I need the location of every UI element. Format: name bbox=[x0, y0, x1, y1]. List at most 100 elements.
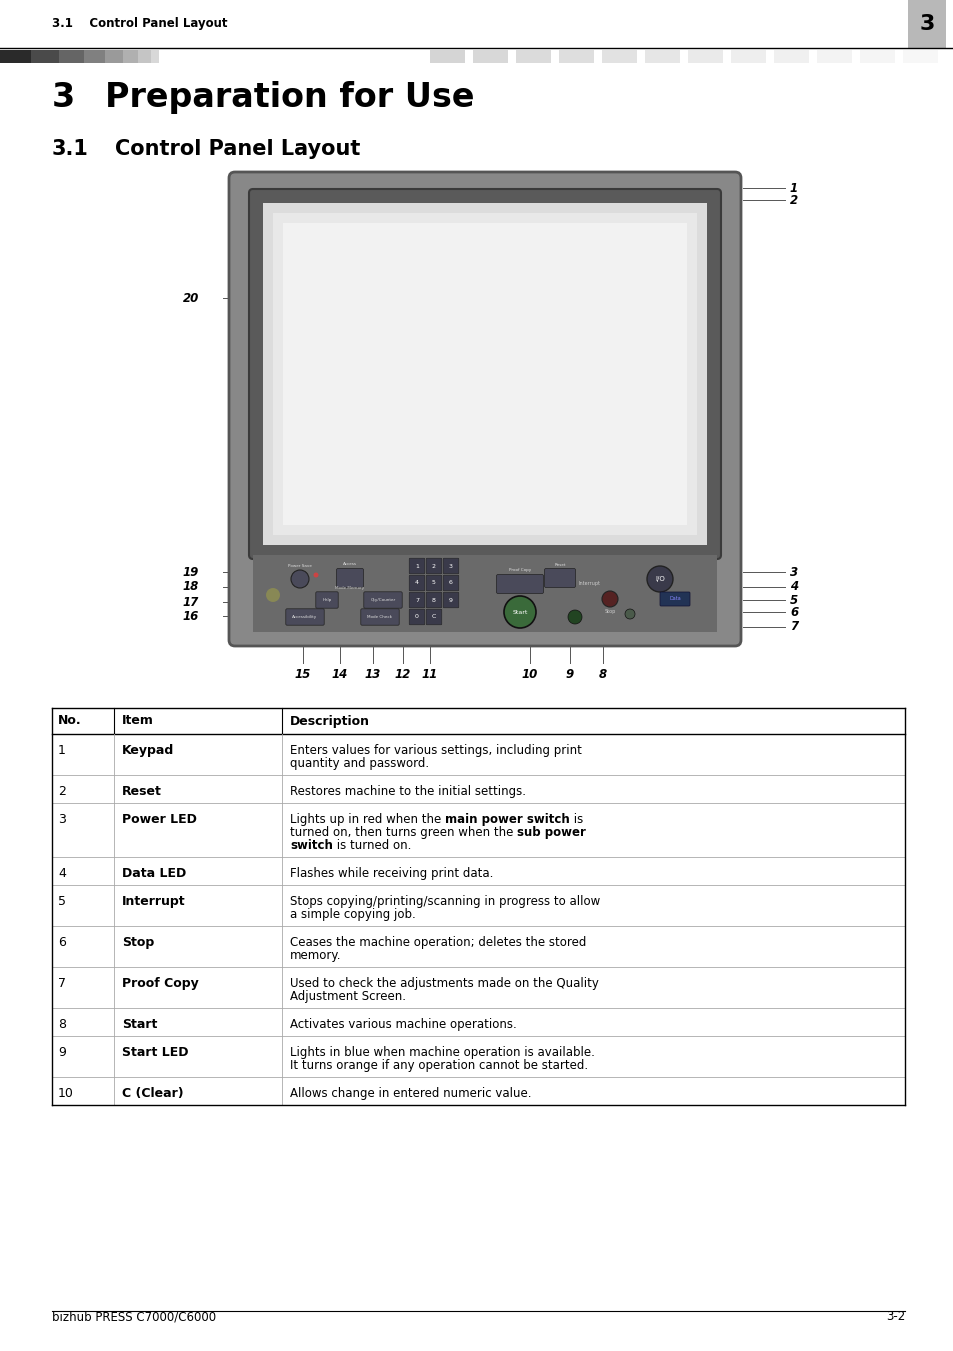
Text: Adjustment Screen.: Adjustment Screen. bbox=[290, 990, 406, 1002]
Circle shape bbox=[646, 566, 672, 592]
Text: Flashes while receiving print data.: Flashes while receiving print data. bbox=[290, 867, 493, 880]
Bar bbox=[135, 50, 138, 63]
Text: 3.1: 3.1 bbox=[52, 139, 89, 159]
Bar bbox=[59, 50, 81, 63]
FancyBboxPatch shape bbox=[363, 592, 402, 608]
Bar bbox=[30, 50, 56, 63]
Text: 7: 7 bbox=[58, 977, 66, 990]
Text: Mode Check: Mode Check bbox=[367, 615, 392, 619]
Text: C (Clear): C (Clear) bbox=[122, 1088, 183, 1100]
Text: 3: 3 bbox=[449, 563, 453, 569]
Bar bbox=[283, 223, 686, 526]
Text: 3: 3 bbox=[58, 813, 66, 825]
FancyBboxPatch shape bbox=[409, 558, 424, 574]
Text: 4: 4 bbox=[58, 867, 66, 880]
Text: memory.: memory. bbox=[290, 948, 341, 962]
Text: Used to check the adjustments made on the Quality: Used to check the adjustments made on th… bbox=[290, 977, 598, 990]
FancyBboxPatch shape bbox=[360, 609, 398, 626]
Bar bbox=[120, 50, 123, 63]
Text: 19: 19 bbox=[183, 566, 199, 578]
Text: Reset: Reset bbox=[122, 785, 162, 798]
FancyBboxPatch shape bbox=[443, 558, 458, 574]
Text: 2: 2 bbox=[58, 785, 66, 798]
Bar bbox=[601, 50, 637, 63]
Text: Control Panel Layout: Control Panel Layout bbox=[115, 139, 360, 159]
Text: Stop: Stop bbox=[122, 936, 154, 948]
FancyBboxPatch shape bbox=[426, 576, 441, 590]
Text: Ceases the machine operation; deletes the stored: Ceases the machine operation; deletes th… bbox=[290, 936, 586, 948]
Text: 2: 2 bbox=[432, 563, 436, 569]
FancyBboxPatch shape bbox=[443, 592, 458, 608]
FancyBboxPatch shape bbox=[443, 576, 458, 590]
Text: Power LED: Power LED bbox=[122, 813, 196, 825]
Text: C: C bbox=[432, 615, 436, 620]
Text: Help: Help bbox=[322, 598, 332, 603]
Text: 16: 16 bbox=[183, 609, 199, 623]
Text: I/O: I/O bbox=[655, 576, 664, 582]
Bar bbox=[907, 0, 945, 49]
FancyBboxPatch shape bbox=[336, 569, 363, 588]
Text: Interrupt: Interrupt bbox=[578, 581, 600, 586]
Text: 7: 7 bbox=[415, 597, 418, 603]
FancyBboxPatch shape bbox=[544, 569, 575, 588]
FancyBboxPatch shape bbox=[426, 592, 441, 608]
Bar bbox=[56, 50, 59, 63]
Text: Activates various machine operations.: Activates various machine operations. bbox=[290, 1019, 517, 1031]
FancyBboxPatch shape bbox=[249, 189, 720, 559]
Text: 6: 6 bbox=[58, 936, 66, 948]
Text: 5: 5 bbox=[58, 894, 66, 908]
Text: a simple copying job.: a simple copying job. bbox=[290, 908, 416, 921]
Text: 12: 12 bbox=[395, 669, 411, 681]
Bar bbox=[81, 50, 84, 63]
Bar bbox=[773, 50, 808, 63]
Text: switch: switch bbox=[290, 839, 333, 852]
Bar bbox=[253, 555, 717, 561]
Bar bbox=[516, 50, 551, 63]
Text: Access: Access bbox=[343, 562, 356, 566]
Text: Stop: Stop bbox=[604, 608, 615, 613]
Bar bbox=[138, 50, 148, 63]
Text: 2: 2 bbox=[789, 193, 798, 207]
FancyBboxPatch shape bbox=[409, 592, 424, 608]
Text: turned on, then turns green when the: turned on, then turns green when the bbox=[290, 825, 517, 839]
Text: 8: 8 bbox=[598, 669, 606, 681]
Bar bbox=[102, 50, 105, 63]
Text: 6: 6 bbox=[789, 605, 798, 619]
Text: Data LED: Data LED bbox=[122, 867, 186, 880]
Text: It turns orange if any operation cannot be started.: It turns orange if any operation cannot … bbox=[290, 1059, 587, 1071]
Text: Lights in blue when machine operation is available.: Lights in blue when machine operation is… bbox=[290, 1046, 595, 1059]
Text: 20: 20 bbox=[183, 292, 199, 304]
Bar bbox=[687, 50, 722, 63]
Text: Stops copying/printing/scanning in progress to allow: Stops copying/printing/scanning in progr… bbox=[290, 894, 599, 908]
Bar bbox=[123, 50, 135, 63]
Text: 8: 8 bbox=[58, 1019, 66, 1031]
FancyBboxPatch shape bbox=[409, 609, 424, 624]
Text: Restores machine to the initial settings.: Restores machine to the initial settings… bbox=[290, 785, 525, 798]
Text: sub power: sub power bbox=[517, 825, 585, 839]
Text: Start: Start bbox=[512, 609, 527, 615]
Text: Power Save: Power Save bbox=[288, 563, 312, 567]
Text: is turned on.: is turned on. bbox=[333, 839, 411, 852]
Bar bbox=[253, 555, 717, 632]
Text: main power switch: main power switch bbox=[444, 813, 569, 825]
Text: No.: No. bbox=[58, 715, 82, 727]
Text: 18: 18 bbox=[183, 581, 199, 593]
Text: 3: 3 bbox=[52, 81, 75, 113]
Text: Lights up in red when the: Lights up in red when the bbox=[290, 813, 444, 825]
Text: is: is bbox=[569, 813, 582, 825]
Text: 3: 3 bbox=[919, 14, 934, 34]
FancyBboxPatch shape bbox=[659, 592, 689, 607]
Text: Description: Description bbox=[290, 715, 370, 727]
Bar bbox=[0, 50, 28, 63]
Bar bbox=[730, 50, 765, 63]
Bar bbox=[28, 50, 30, 63]
FancyBboxPatch shape bbox=[426, 609, 441, 624]
Text: 1: 1 bbox=[789, 181, 798, 195]
Bar bbox=[151, 50, 159, 63]
Text: 10: 10 bbox=[58, 1088, 73, 1100]
Text: 9: 9 bbox=[58, 1046, 66, 1059]
Text: 7: 7 bbox=[789, 620, 798, 634]
Text: Mode Memory: Mode Memory bbox=[335, 586, 364, 590]
Circle shape bbox=[291, 570, 309, 588]
Text: Accessibility: Accessibility bbox=[292, 615, 317, 619]
